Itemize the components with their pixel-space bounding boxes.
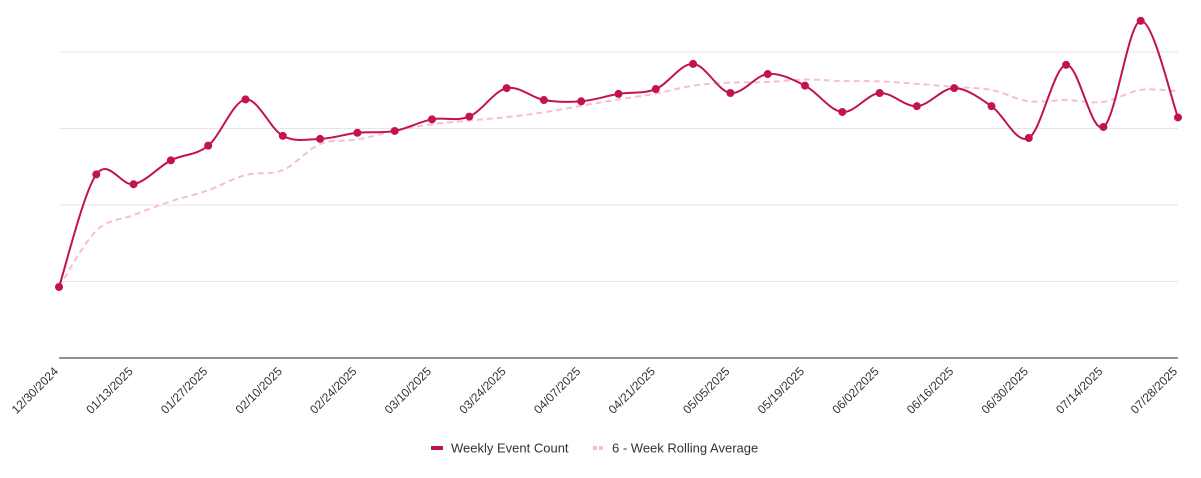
- data-point-weekly-event-count-6[interactable]: [241, 95, 250, 104]
- data-point-weekly-event-count-15[interactable]: [577, 97, 586, 106]
- x-tick-label-12: 06/02/2025: [829, 364, 882, 417]
- x-tick-label-2: 01/13/2025: [83, 364, 136, 417]
- x-tick-label-3: 01/27/2025: [158, 364, 211, 417]
- data-point-weekly-event-count-23[interactable]: [875, 89, 884, 98]
- data-point-weekly-event-count-16[interactable]: [614, 89, 623, 98]
- series-line-rolling-average: [58, 78, 1179, 288]
- series-line-weekly-event-count: [58, 19, 1179, 288]
- data-point-weekly-event-count-10[interactable]: [390, 126, 399, 135]
- data-point-weekly-event-count-29[interactable]: [1099, 122, 1108, 131]
- legend-label-rolling-average: 6 - Week Rolling Average: [612, 441, 758, 456]
- data-point-weekly-event-count-22[interactable]: [838, 107, 847, 116]
- x-tick-label-10: 05/05/2025: [680, 364, 733, 417]
- x-tick-label-4: 02/10/2025: [233, 364, 286, 417]
- x-tick-label-6: 03/10/2025: [382, 364, 435, 417]
- x-tick-label-1: 12/30/2024: [9, 364, 62, 417]
- data-point-weekly-event-count-9[interactable]: [353, 128, 362, 137]
- x-tick-label-16: 07/28/2025: [1128, 364, 1181, 417]
- data-point-weekly-event-count-7[interactable]: [278, 131, 287, 140]
- data-point-weekly-event-count-20[interactable]: [763, 70, 772, 79]
- x-tick-label-8: 04/07/2025: [531, 364, 584, 417]
- data-point-weekly-event-count-11[interactable]: [428, 115, 436, 124]
- legend-swatch-rolling-average-a: [593, 446, 597, 450]
- data-point-weekly-event-count-13[interactable]: [502, 84, 511, 93]
- data-point-weekly-event-count-24[interactable]: [912, 102, 921, 111]
- x-tick-label-5: 02/24/2025: [307, 364, 360, 417]
- data-point-weekly-event-count-18[interactable]: [689, 59, 698, 68]
- legend-item-rolling-average[interactable]: 6 - Week Rolling Average: [593, 441, 758, 456]
- data-point-weekly-event-count-27[interactable]: [1024, 133, 1033, 142]
- data-point-weekly-event-count-21[interactable]: [801, 81, 809, 90]
- x-axis-ticks: 12/30/2024 01/13/2025 01/27/2025 02/10/2025…: [9, 364, 1181, 417]
- legend[interactable]: Weekly Event Count 6 - Week Rolling Aver…: [431, 441, 758, 456]
- data-point-weekly-event-count-19[interactable]: [726, 89, 735, 98]
- x-tick-label-9: 04/21/2025: [606, 364, 659, 417]
- legend-swatch-rolling-average-b: [599, 446, 603, 450]
- gridlines: [59, 51, 1178, 282]
- legend-label-weekly-event-count: Weekly Event Count: [451, 441, 569, 456]
- legend-swatch-weekly-event-count: [431, 446, 443, 450]
- data-point-weekly-event-count-5[interactable]: [204, 141, 213, 150]
- data-point-weekly-event-count-8[interactable]: [316, 134, 325, 143]
- legend-item-weekly-event-count[interactable]: Weekly Event Count: [431, 441, 569, 456]
- data-point-weekly-event-count-12[interactable]: [465, 112, 474, 121]
- data-point-weekly-event-count-1[interactable]: [55, 283, 63, 292]
- x-tick-label-11: 05/19/2025: [755, 364, 808, 417]
- data-point-weekly-event-count-14[interactable]: [539, 96, 548, 105]
- x-tick-label-7: 03/24/2025: [456, 364, 509, 417]
- data-point-weekly-event-count-4[interactable]: [166, 156, 175, 165]
- data-point-weekly-event-count-3[interactable]: [129, 180, 138, 189]
- series-layer: [55, 16, 1182, 292]
- x-tick-label-15: 07/14/2025: [1053, 364, 1106, 417]
- data-point-weekly-event-count-30[interactable]: [1136, 16, 1145, 25]
- data-point-weekly-event-count-26[interactable]: [987, 102, 996, 111]
- data-point-weekly-event-count-2[interactable]: [92, 170, 101, 179]
- data-point-weekly-event-count-25[interactable]: [950, 84, 959, 93]
- x-tick-label-13: 06/16/2025: [904, 364, 957, 417]
- data-point-weekly-event-count-28[interactable]: [1062, 60, 1071, 69]
- x-tick-label-14: 06/30/2025: [979, 364, 1032, 417]
- data-point-weekly-event-count-31[interactable]: [1174, 113, 1182, 122]
- data-point-weekly-event-count-17[interactable]: [651, 85, 660, 94]
